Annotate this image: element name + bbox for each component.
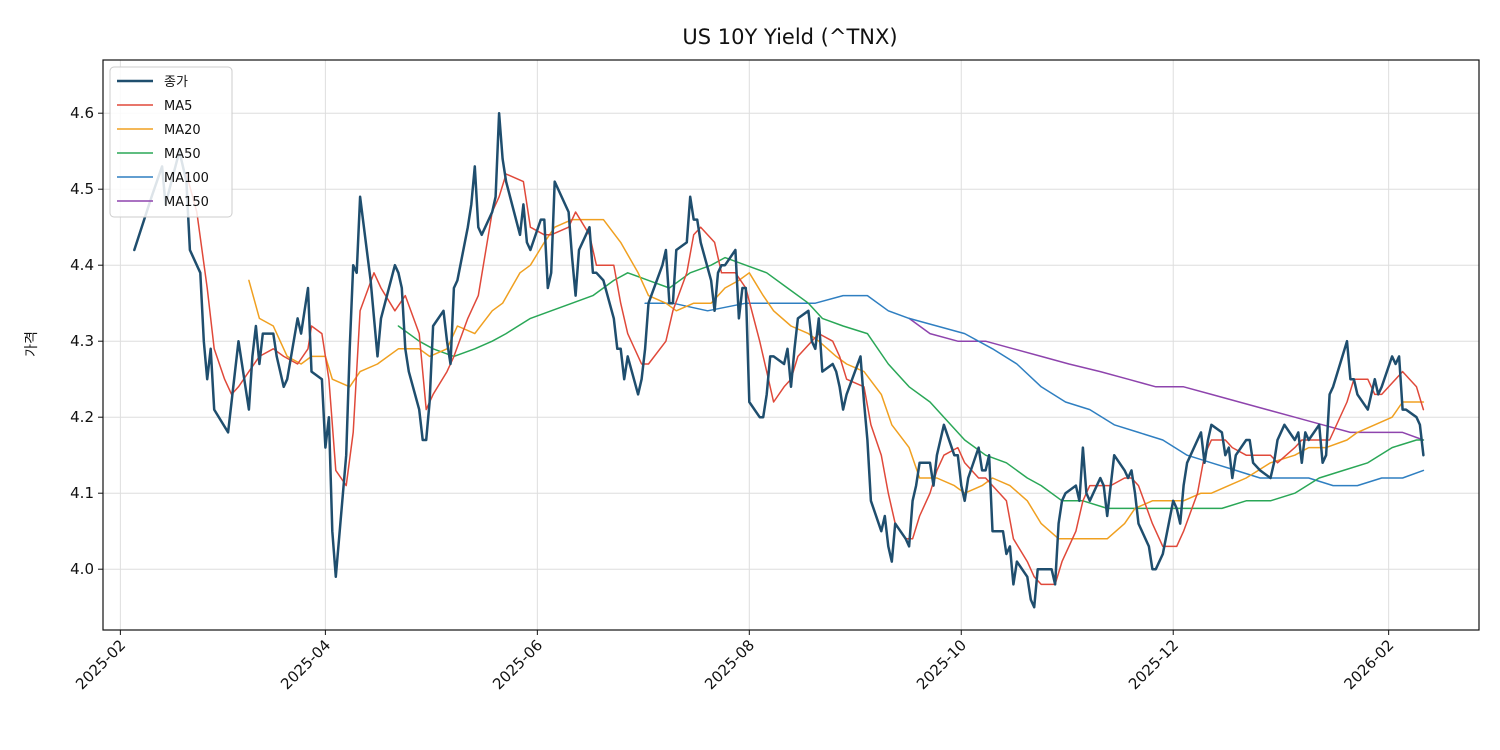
legend-label: MA100 bbox=[164, 171, 209, 186]
series-group bbox=[133, 111, 1425, 609]
y-tick-label: 4.4 bbox=[70, 256, 94, 274]
y-tick-label: 4.2 bbox=[70, 408, 94, 426]
plot-frame bbox=[102, 59, 1480, 631]
series-line bbox=[248, 218, 1425, 540]
series-line bbox=[133, 111, 1425, 609]
y-tick-label: 4.6 bbox=[70, 104, 94, 122]
legend: 종가 MA5 MA20 MA50 MA100 MA150 bbox=[109, 66, 233, 218]
y-tick-label: 4.3 bbox=[70, 332, 94, 350]
legend-label: MA20 bbox=[164, 123, 201, 138]
legend-label: MA50 bbox=[164, 147, 201, 162]
series-line bbox=[644, 294, 1425, 487]
y-tick-label: 4.5 bbox=[70, 180, 94, 198]
series-line bbox=[908, 317, 1425, 441]
series-line bbox=[397, 256, 1425, 510]
legend-label: 종가 bbox=[164, 75, 188, 90]
y-tick-label: 4.1 bbox=[70, 484, 94, 502]
y-axis: 4.0 4.1 4.2 4.3 4.4 4.5 4.6 bbox=[70, 104, 103, 578]
y-axis-label: 가격 bbox=[24, 331, 40, 357]
legend-label: MA150 bbox=[164, 195, 209, 210]
legend-label: MA5 bbox=[164, 99, 192, 114]
y-tick-label: 4.0 bbox=[70, 560, 94, 578]
chart-title: US 10Y Yield (^TNX) bbox=[682, 25, 897, 49]
